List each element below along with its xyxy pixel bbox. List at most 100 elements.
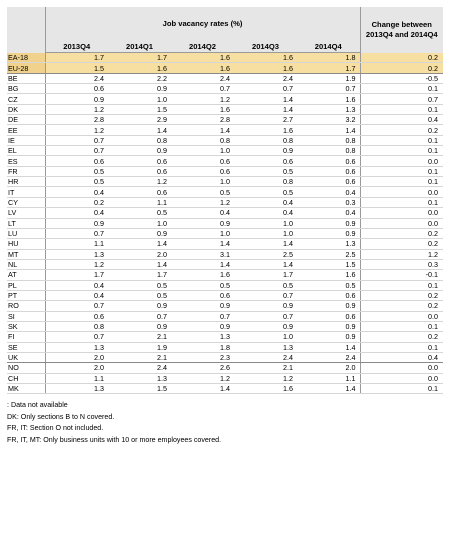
country-code: AT: [7, 269, 46, 281]
country-code: IE: [7, 135, 46, 147]
table-row: MT 1.3 2.0 3.1 2.5 2.5 1.2: [7, 249, 443, 260]
country-code: RO: [7, 300, 46, 312]
vacancy-rate-cell: 0.6: [297, 290, 360, 302]
vacancy-rate-cell: 1.8: [171, 342, 234, 353]
country-code: BG: [7, 83, 46, 95]
vacancy-rate-cell: 1.6: [234, 52, 297, 64]
country-code: DE: [7, 114, 46, 126]
table-row: IT 0.4 0.6 0.5 0.5 0.4 0.0: [7, 186, 443, 198]
vacancy-rate-cell: 1.2: [45, 259, 108, 271]
country-code: SK: [7, 321, 46, 333]
vacancy-rate-cell: 1.5: [297, 259, 360, 271]
vacancy-rate-cell: 1.3: [45, 383, 108, 395]
change-cell: 0.2: [359, 124, 443, 136]
vacancy-rate-cell: 0.6: [108, 155, 171, 167]
country-code: CH: [7, 373, 46, 385]
change-cell: 0.1: [359, 135, 443, 147]
vacancy-rate-cell: 0.9: [171, 321, 234, 333]
vacancy-rate-cell: 0.7: [234, 83, 297, 95]
table-row: FR 0.5 0.6 0.6 0.5 0.6 0.1: [7, 166, 443, 178]
country-code: HU: [7, 238, 46, 250]
vacancy-rate-cell: 2.1: [234, 362, 297, 374]
country-code: CY: [7, 197, 46, 209]
vacancy-rate-cell: 1.6: [234, 124, 297, 136]
vacancy-rate-cell: 1.3: [297, 238, 360, 250]
vacancy-rate-cell: 1.4: [297, 342, 360, 353]
vacancy-rate-cell: 1.3: [297, 104, 360, 116]
header-quarter: 2014Q4: [297, 40, 360, 53]
vacancy-rate-cell: 1.3: [45, 342, 108, 353]
vacancy-rate-cell: 0.6: [45, 83, 108, 95]
table-row: SK 0.8 0.9 0.9 0.9 0.9 0.1: [7, 321, 443, 333]
change-cell: 0.1: [359, 197, 443, 209]
vacancy-rate-cell: 0.7: [45, 228, 108, 240]
table-row: SI 0.6 0.7 0.7 0.7 0.6 0.0: [7, 311, 443, 322]
vacancy-rate-cell: 1.2: [171, 197, 234, 209]
table-row: BE 2.4 2.2 2.4 2.4 1.9 -0.5: [7, 73, 443, 85]
vacancy-rate-cell: 1.4: [171, 124, 234, 136]
vacancy-rate-cell: 2.6: [171, 362, 234, 374]
change-cell: 0.2: [359, 228, 443, 240]
table-row: EA-18 1.7 1.7 1.6 1.6 1.8 0.2: [7, 52, 443, 64]
vacancy-rate-cell: 0.9: [108, 83, 171, 95]
country-code: FI: [7, 331, 46, 343]
vacancy-rate-cell: 1.6: [171, 104, 234, 116]
vacancy-rate-cell: 0.4: [45, 207, 108, 219]
vacancy-rate-cell: 0.5: [45, 166, 108, 178]
vacancy-rate-cell: 0.4: [45, 290, 108, 302]
vacancy-rate-cell: 0.9: [171, 218, 234, 229]
vacancy-rate-cell: 0.7: [171, 83, 234, 95]
vacancy-rate-cell: 1.7: [297, 62, 360, 74]
country-code: EA-18: [7, 52, 46, 64]
vacancy-rate-cell: 2.0: [297, 362, 360, 374]
header-quarter: 2013Q4: [45, 40, 108, 53]
vacancy-rate-cell: 1.1: [45, 238, 108, 250]
change-cell: 0.4: [359, 352, 443, 364]
header-change-line2: 2013Q4 and 2014Q4: [365, 29, 438, 39]
vacancy-rate-cell: 0.5: [108, 207, 171, 219]
change-cell: 0.1: [359, 176, 443, 188]
vacancy-rate-cell: 0.4: [45, 280, 108, 291]
vacancy-rate-cell: 0.9: [108, 228, 171, 240]
footnote-fr-it: FR, IT: Section O not included.: [7, 424, 104, 433]
table-row: CH 1.1 1.3 1.2 1.2 1.1 0.0: [7, 373, 443, 385]
vacancy-rate-cell: 0.3: [297, 197, 360, 209]
vacancy-rate-cell: 2.1: [108, 352, 171, 364]
table-body: EA-18 1.7 1.7 1.6 1.6 1.8 0.2 EU-28 1.5 1.6 1.6 1.6…: [7, 52, 443, 395]
vacancy-rate-cell: 0.9: [108, 145, 171, 157]
vacancy-rate-cell: 1.4: [108, 259, 171, 271]
country-code: EL: [7, 145, 46, 157]
vacancy-rate-cell: 1.1: [45, 373, 108, 385]
vacancy-rate-cell: 1.7: [45, 269, 108, 281]
country-code: NO: [7, 362, 46, 374]
table-row: EL 0.7 0.9 1.0 0.9 0.8 0.1: [7, 145, 443, 157]
vacancy-rate-cell: 1.3: [45, 249, 108, 260]
vacancy-rate-cell: 0.9: [108, 300, 171, 312]
change-cell: 0.1: [359, 280, 443, 291]
vacancy-rate-cell: 1.0: [171, 176, 234, 188]
vacancy-rate-cell: 2.5: [297, 249, 360, 260]
country-code: ES: [7, 155, 46, 167]
vacancy-rate-cell: 0.9: [297, 321, 360, 333]
vacancy-rate-cell: 0.9: [297, 300, 360, 312]
vacancy-rate-cell: 1.0: [234, 218, 297, 229]
change-cell: 0.0: [359, 311, 443, 322]
vacancy-rate-cell: 1.6: [171, 52, 234, 64]
change-cell: 0.2: [359, 62, 443, 74]
vacancy-rate-cell: 2.4: [45, 73, 108, 85]
vacancy-rate-cell: 0.5: [234, 280, 297, 291]
vacancy-rate-cell: 0.5: [297, 280, 360, 291]
table-row: NL 1.2 1.4 1.4 1.4 1.5 0.3: [7, 259, 443, 271]
change-cell: 0.0: [359, 362, 443, 374]
change-cell: 0.2: [359, 238, 443, 250]
table-row: RO 0.7 0.9 0.9 0.9 0.9 0.2: [7, 300, 443, 312]
vacancy-rate-cell: 1.6: [234, 383, 297, 395]
vacancy-rate-cell: 2.2: [108, 73, 171, 85]
vacancy-rate-cell: 1.9: [108, 342, 171, 353]
vacancy-rate-cell: 0.9: [234, 145, 297, 157]
vacancy-rate-cell: 0.8: [171, 135, 234, 147]
vacancy-rate-cell: 2.9: [108, 114, 171, 126]
header-change-line1: Change between: [371, 19, 432, 29]
vacancy-rate-cell: 2.4: [297, 352, 360, 364]
country-code: LV: [7, 207, 46, 219]
